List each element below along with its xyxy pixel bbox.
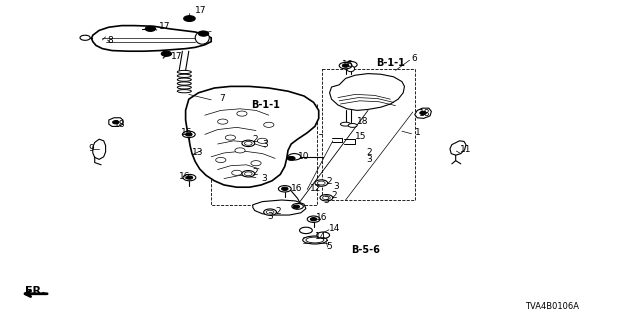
Circle shape [293, 205, 300, 208]
Polygon shape [93, 139, 106, 159]
Circle shape [216, 157, 226, 163]
Circle shape [232, 170, 242, 175]
Text: 1: 1 [415, 128, 420, 137]
Text: 2: 2 [326, 177, 332, 186]
Text: 2: 2 [275, 207, 281, 216]
Circle shape [317, 232, 330, 238]
Polygon shape [450, 141, 466, 155]
Circle shape [257, 138, 268, 143]
Text: 10: 10 [298, 152, 309, 161]
Text: 15: 15 [355, 132, 366, 141]
Circle shape [184, 16, 195, 21]
Circle shape [266, 210, 274, 214]
Text: 16: 16 [291, 184, 303, 193]
Text: 17: 17 [159, 22, 170, 31]
Polygon shape [109, 118, 123, 126]
Text: B-1-1: B-1-1 [376, 58, 405, 68]
Circle shape [218, 119, 228, 124]
Circle shape [161, 51, 172, 56]
Circle shape [198, 31, 209, 36]
Text: FR.: FR. [25, 286, 45, 296]
Text: 3: 3 [366, 155, 372, 164]
Text: 6: 6 [411, 54, 417, 63]
Circle shape [264, 209, 276, 215]
Circle shape [320, 195, 333, 201]
Text: 2: 2 [253, 135, 259, 144]
Text: 2: 2 [332, 191, 337, 200]
Text: 14: 14 [315, 232, 326, 241]
Text: B-5-6: B-5-6 [351, 244, 380, 255]
Text: 17: 17 [195, 6, 206, 15]
Polygon shape [253, 200, 306, 215]
Circle shape [235, 148, 245, 153]
Circle shape [300, 227, 312, 234]
Text: 3: 3 [268, 212, 273, 221]
Circle shape [113, 121, 119, 124]
Text: 3: 3 [323, 196, 329, 204]
Text: 18: 18 [357, 117, 369, 126]
Text: 7: 7 [220, 94, 225, 103]
Text: 2: 2 [253, 168, 259, 177]
Circle shape [237, 111, 247, 116]
Circle shape [264, 122, 274, 127]
Text: 9: 9 [88, 144, 94, 153]
Text: TVA4B0106A: TVA4B0106A [525, 302, 579, 311]
Text: 16: 16 [180, 128, 192, 137]
Circle shape [278, 186, 291, 192]
Text: B-1-1: B-1-1 [251, 100, 280, 110]
Circle shape [183, 174, 196, 181]
Circle shape [242, 171, 255, 177]
Ellipse shape [347, 66, 355, 72]
Polygon shape [92, 26, 211, 51]
Circle shape [242, 140, 255, 147]
Circle shape [292, 204, 303, 209]
Ellipse shape [303, 236, 327, 244]
Circle shape [80, 35, 90, 40]
Circle shape [310, 218, 317, 221]
Circle shape [287, 156, 295, 160]
Text: 16: 16 [179, 172, 191, 181]
Text: 12: 12 [310, 184, 321, 193]
Circle shape [244, 141, 252, 145]
Ellipse shape [340, 122, 351, 126]
Text: 5: 5 [326, 242, 332, 251]
Circle shape [339, 62, 352, 69]
Text: 16: 16 [316, 213, 327, 222]
Polygon shape [186, 86, 319, 187]
Text: 16: 16 [342, 60, 353, 69]
Ellipse shape [195, 31, 209, 44]
Text: 3: 3 [261, 174, 267, 183]
Circle shape [288, 154, 301, 160]
Circle shape [244, 172, 252, 176]
Circle shape [225, 135, 236, 140]
Text: 14: 14 [329, 224, 340, 233]
Text: 11: 11 [460, 145, 471, 154]
Text: 17: 17 [171, 52, 182, 61]
Circle shape [317, 181, 325, 185]
Text: 3: 3 [333, 182, 339, 191]
Polygon shape [415, 108, 431, 118]
Circle shape [344, 61, 357, 68]
Text: 13: 13 [192, 148, 204, 157]
Circle shape [145, 26, 156, 31]
Circle shape [186, 133, 192, 136]
Circle shape [282, 187, 288, 190]
Circle shape [342, 64, 349, 67]
Ellipse shape [348, 124, 357, 127]
Circle shape [307, 216, 320, 222]
Circle shape [182, 131, 195, 138]
Text: 3: 3 [262, 140, 268, 149]
Circle shape [251, 161, 261, 166]
Text: 18: 18 [419, 109, 431, 118]
Circle shape [420, 111, 426, 115]
Text: 18: 18 [114, 120, 125, 129]
Circle shape [315, 180, 328, 186]
Text: 2: 2 [366, 148, 372, 157]
Circle shape [186, 176, 193, 179]
Polygon shape [330, 74, 404, 110]
Circle shape [323, 196, 330, 200]
Ellipse shape [306, 237, 324, 243]
Text: 8: 8 [108, 36, 113, 45]
